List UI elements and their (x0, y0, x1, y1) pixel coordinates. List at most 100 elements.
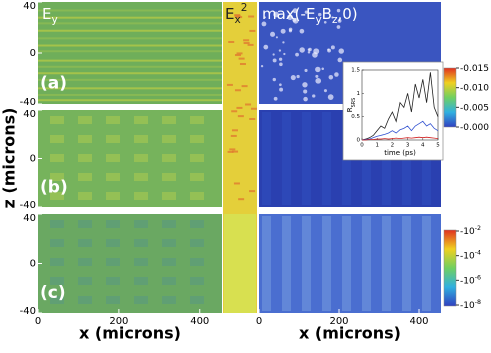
speckle (241, 85, 248, 88)
text-part: -2 (475, 225, 481, 232)
speckle (336, 8, 341, 13)
speckle (279, 62, 283, 67)
inset-line (361, 72, 439, 141)
speckle (238, 57, 245, 60)
panel-a-ey (38, 2, 222, 104)
text-part: x (234, 14, 240, 26)
streak (38, 87, 222, 90)
speckle (247, 43, 254, 46)
speckle (226, 83, 233, 86)
speckle (236, 16, 243, 19)
speckle (236, 106, 243, 109)
text-part: E (42, 5, 51, 23)
streak (38, 72, 222, 75)
streak (38, 9, 222, 12)
speckle (313, 48, 320, 55)
speckle (234, 89, 241, 92)
speckle (228, 40, 235, 43)
streak (38, 59, 222, 62)
speckle (282, 41, 285, 44)
speckle (238, 198, 245, 201)
speckle (315, 74, 319, 78)
stripe (342, 216, 351, 311)
title-ex2: Ex2 (225, 2, 247, 26)
speckle (292, 8, 298, 14)
block (162, 296, 176, 304)
stripe (322, 112, 331, 205)
block (134, 192, 148, 200)
x-tick-label: 400 (190, 316, 209, 327)
speckle (272, 77, 276, 82)
block (134, 220, 148, 228)
z-tick-label: 40 (23, 213, 36, 224)
speckle (337, 57, 343, 63)
colorbar-label: -10-4 (460, 249, 481, 261)
inset-line (361, 120, 439, 141)
colorbar-label: -0.000 (460, 123, 489, 133)
block (134, 173, 148, 181)
block (50, 239, 64, 247)
streak (38, 93, 222, 96)
speckle (295, 52, 299, 57)
block (78, 277, 92, 285)
text-part: -0.005 (460, 103, 489, 113)
inset-y-tick-label: 1 (357, 91, 361, 97)
speckle (250, 107, 257, 110)
speckle (273, 96, 278, 101)
panel-label: (a) (40, 74, 67, 94)
text-part: -10 (460, 276, 475, 286)
stripe (262, 216, 271, 311)
streak (38, 29, 222, 32)
speckle (315, 78, 322, 84)
block (134, 296, 148, 304)
panel-c-ex2 (224, 214, 256, 313)
speckle (245, 103, 252, 106)
speckle (304, 10, 309, 14)
speckle (272, 58, 277, 63)
speckle (308, 47, 312, 52)
speckle (283, 52, 286, 56)
panel-label: (c) (40, 283, 66, 303)
speckle (327, 48, 330, 51)
speckle (330, 45, 335, 50)
block (134, 154, 148, 162)
speckle (234, 54, 241, 57)
speckle (273, 11, 279, 18)
text-part: R (346, 107, 354, 112)
stripe (302, 216, 311, 311)
inset-y-label: RSRS (346, 98, 357, 112)
block (190, 277, 204, 285)
speckle (275, 36, 278, 39)
speckle (249, 190, 256, 193)
block (50, 154, 64, 162)
speckle (336, 25, 341, 29)
block (106, 116, 120, 124)
text-part: y (315, 14, 321, 26)
stripe (382, 216, 391, 311)
speckle (233, 182, 240, 185)
speckle (237, 115, 244, 118)
speckle (312, 94, 316, 98)
inset-y-tick-label: 0.5 (351, 114, 360, 120)
streak (38, 99, 222, 102)
inset-axes (361, 69, 439, 141)
block (78, 116, 92, 124)
text-part: max(-E (262, 5, 315, 23)
block (190, 220, 204, 228)
text-part: ,0) (337, 5, 357, 23)
speckle (304, 68, 308, 73)
z-tick-label: 0 (30, 48, 36, 59)
block (106, 239, 120, 247)
block (134, 135, 148, 143)
speckle (302, 82, 308, 88)
speckle (236, 52, 243, 55)
stripe (422, 216, 431, 311)
block (50, 296, 64, 304)
z-tick-label: -40 (20, 200, 36, 211)
speckle (260, 64, 264, 68)
inset-x-tick-label: 4 (421, 143, 425, 149)
block (106, 192, 120, 200)
block (106, 173, 120, 181)
z-tick-label: 0 (30, 259, 36, 270)
